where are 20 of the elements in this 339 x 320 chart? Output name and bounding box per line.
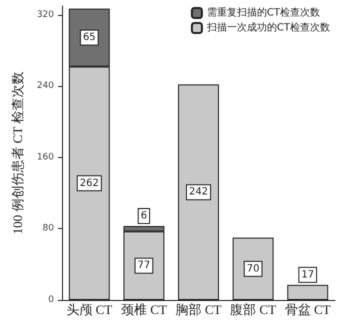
data-label: 77 bbox=[138, 260, 150, 272]
legend-label: 需重复扫描的CT检查次数 bbox=[206, 6, 320, 18]
y-tick-label: 240 bbox=[36, 81, 54, 92]
legend-label: 扫描一次成功的CT检查次数 bbox=[206, 22, 330, 34]
x-tick-label: 骨盆 CT bbox=[284, 302, 331, 317]
x-tick-label: 头颅 CT bbox=[66, 302, 112, 317]
x-tick-label: 胸部 CT bbox=[176, 302, 222, 317]
x-tick-label: 腹部 CT bbox=[230, 302, 276, 317]
data-label: 242 bbox=[188, 186, 208, 198]
x-tick-label: 颈椎 CT bbox=[120, 302, 167, 317]
y-axis-title: 100 例创伤患者 CT 检查次数 bbox=[10, 72, 25, 234]
y-tick-label: 0 bbox=[48, 295, 54, 305]
data-label: 70 bbox=[246, 263, 260, 274]
y-tick-label: 320 bbox=[36, 10, 54, 20]
data-label: 17 bbox=[301, 269, 314, 280]
y-tick-label: 80 bbox=[42, 224, 54, 234]
data-label: 262 bbox=[80, 178, 99, 189]
data-label: 6 bbox=[140, 210, 148, 222]
y-tick-label: 160 bbox=[36, 152, 54, 162]
data-label: 65 bbox=[82, 32, 96, 44]
